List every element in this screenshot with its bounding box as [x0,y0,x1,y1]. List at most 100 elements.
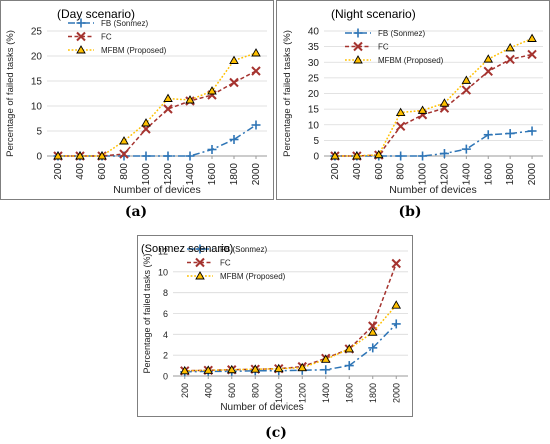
data-point [367,327,378,336]
x-tick-label: 200 [53,163,64,180]
data-point [483,66,493,77]
data-point [203,365,214,374]
data-point [119,136,129,145]
legend-label: FC [220,259,231,268]
series-x [180,258,401,376]
x-tick-label: 400 [203,383,213,398]
data-point [344,361,354,371]
data-point [373,149,384,159]
legend-marker [76,18,86,28]
series-triangle [53,48,261,160]
series-triangle [179,300,402,375]
legend-label: FC [101,33,112,42]
y-tick-label: 25 [31,27,43,38]
x-tick-label: 1000 [418,163,429,186]
x-axis-title: Number of devices [389,184,477,196]
series-line [58,124,257,157]
data-point [251,120,261,130]
legend: FB (Sonmez) FC MFBM (Proposed) [187,244,286,281]
legend-marker [353,55,363,64]
y-tick-label: 10 [31,102,43,113]
legend-marker [195,271,205,280]
x-axis-title: Number of devices [113,184,201,196]
y-tick-label: 40 [308,27,320,38]
data-point [330,151,340,160]
y-tick-label: 10 [308,120,320,131]
data-point [141,151,151,161]
x-tick-label: 1400 [321,383,331,403]
data-point [391,258,401,269]
data-point [141,118,151,127]
chart-title: (Day scenario) [57,7,135,21]
chart-title: (Sonmez scenario) [141,243,233,255]
data-point [320,354,331,363]
legend-label: FC [378,43,389,52]
y-tick-label: 15 [308,105,320,116]
data-point [250,364,261,373]
x-tick-label: 400 [352,163,363,180]
legend-marker [353,41,363,52]
x-tick-label: 1600 [207,163,218,186]
data-point [229,77,239,88]
data-point [483,54,494,63]
data-point [527,33,537,42]
data-point [344,344,355,353]
data-point [297,362,308,372]
series-triangle [330,33,537,160]
x-tick-label: 1200 [439,163,450,186]
data-point [461,75,472,84]
data-point [395,121,406,132]
series-line [184,323,397,373]
data-point [163,93,173,102]
data-point [273,363,284,373]
data-point [75,151,85,160]
series-line [334,130,533,157]
chart-panel-3: 0 2 4 6 8 10 12 200 400 600 800 1000 1200 1400 1600 180… [137,235,413,417]
series-x [330,49,537,161]
y-tick-label: 5 [313,136,319,147]
data-point [396,151,406,161]
x-tick-label: 800 [396,163,407,180]
data-point [229,55,239,64]
data-point [119,149,129,159]
x-tick-label: 1800 [229,163,240,186]
data-point [483,130,493,140]
x-tick-label: 400 [75,163,86,180]
panel-caption: (b) [398,204,421,220]
data-point [527,126,537,136]
series-line [184,304,397,372]
y-tick-label: 2 [163,351,168,361]
data-point [391,319,401,329]
y-axis-title: Percentage of failed tasks (%) [142,253,152,373]
data-point [251,48,261,57]
x-tick-label: 1400 [461,163,472,186]
legend-label: MFBM (Proposed) [101,46,167,55]
legend-label: MFBM (Proposed) [220,272,286,281]
x-tick-label: 1800 [368,383,378,403]
x-tick-label: 1600 [483,163,494,186]
x-tick-label: 1800 [505,163,516,186]
series-line [334,37,533,157]
y-tick-label: 10 [158,267,168,277]
data-point [395,107,406,117]
data-point [163,104,173,114]
y-tick-label: 4 [163,330,168,340]
data-point [207,145,217,154]
data-point [439,149,449,158]
legend: FB (Sonmez) FC MFBM (Proposed) [345,28,444,65]
data-point [352,151,362,160]
data-point [185,151,195,161]
legend-marker [195,244,205,254]
data-point [439,98,450,107]
legend-label: MFBM (Proposed) [378,56,444,65]
y-tick-label: 5 [36,127,42,138]
legend-marker [76,45,86,54]
data-point [461,85,472,95]
x-tick-label: 1600 [344,383,354,403]
y-tick-label: 20 [31,52,43,63]
y-tick-label: 15 [31,77,43,88]
legend-label: FB (Sonmez) [220,245,267,254]
series-line [58,52,257,157]
x-tick-label: 800 [250,383,260,398]
y-tick-label: 12 [158,247,168,257]
